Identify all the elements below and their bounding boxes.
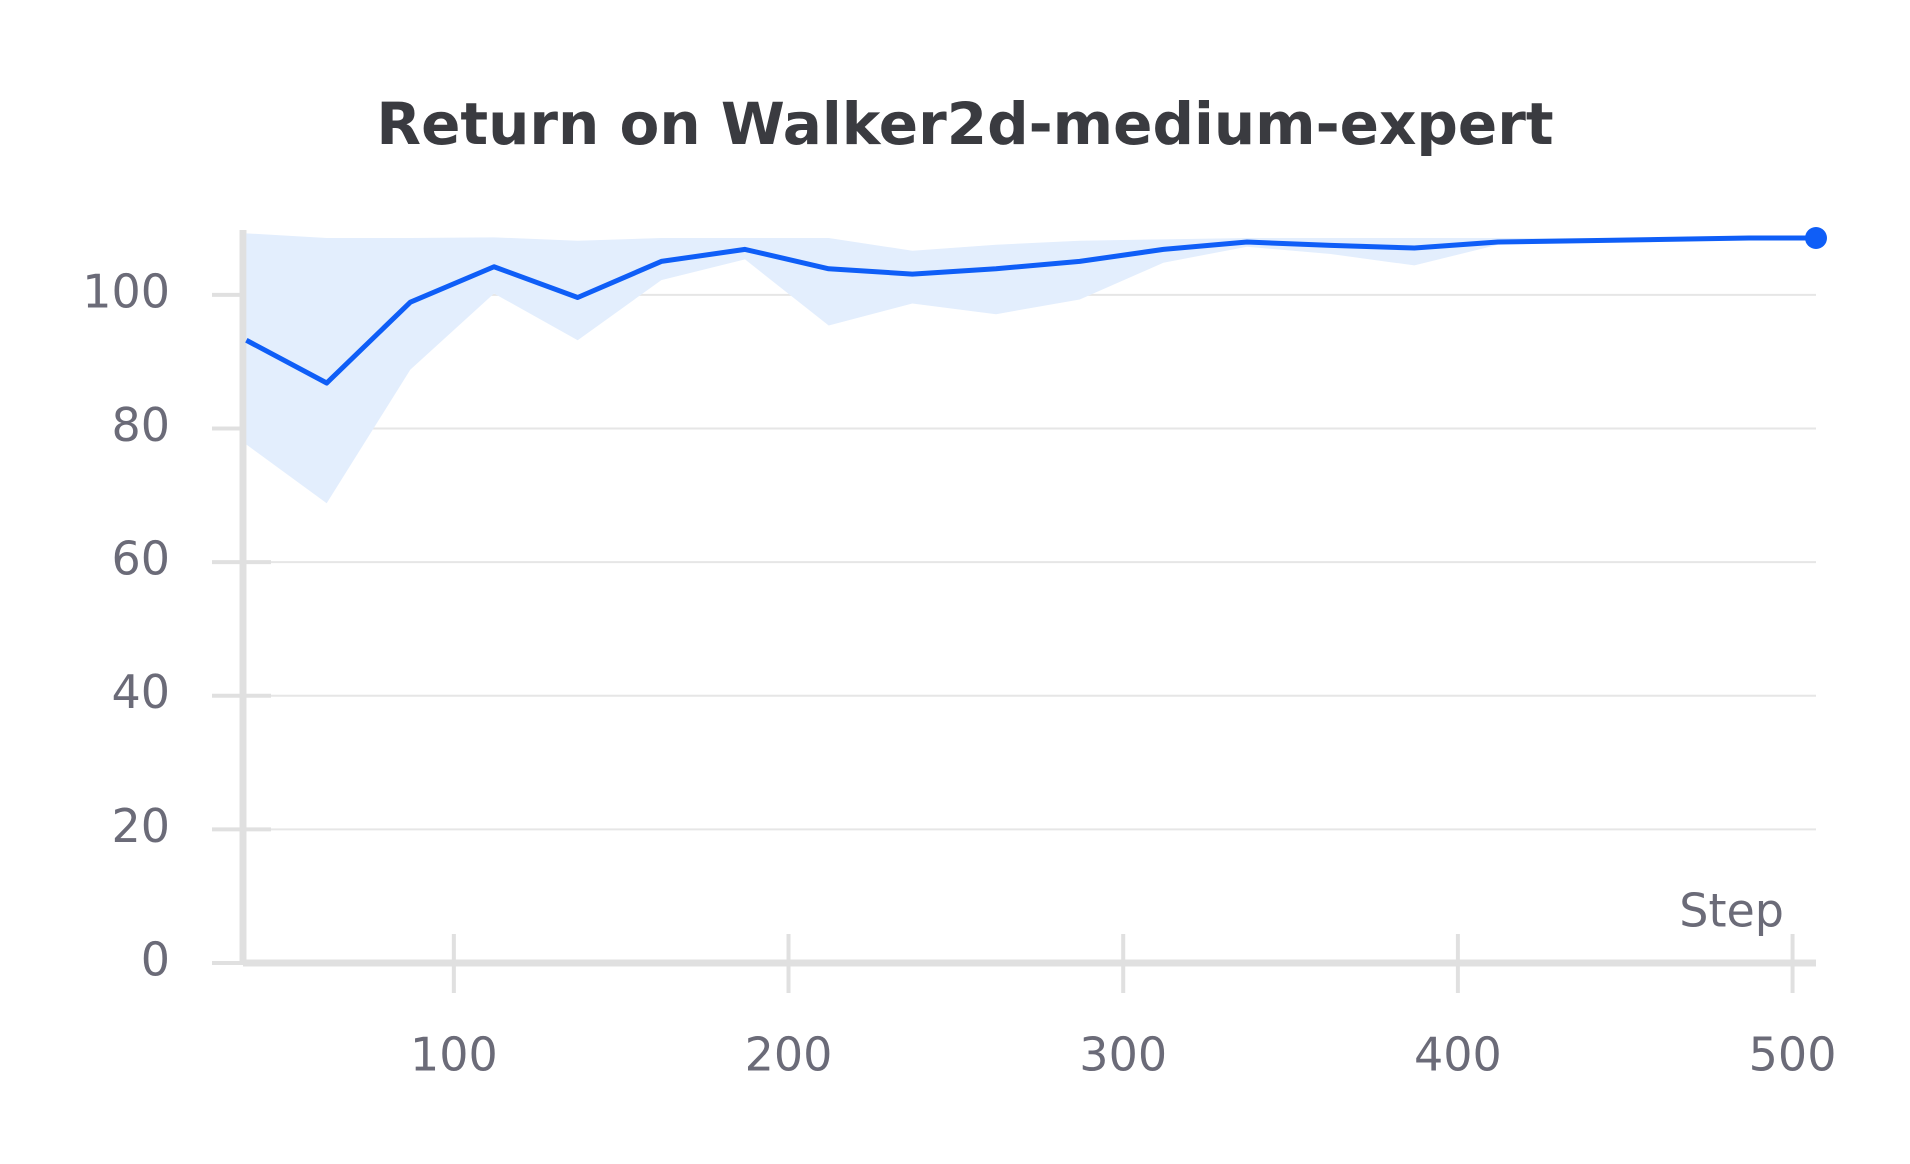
x-tick-label: 300 [1079,1028,1167,1082]
x-tick-label: 500 [1749,1028,1837,1082]
y-tick-label: 0 [141,933,170,987]
x-tick-label: 400 [1414,1028,1502,1082]
y-tick-label: 80 [111,398,170,452]
y-tick-label: 60 [111,532,170,586]
y-tick-label: 20 [111,799,170,853]
line [245,235,1816,386]
end-point [1805,227,1827,250]
x-tick-label: 100 [410,1028,498,1082]
confidence-band [246,233,1816,504]
y-tick-label: 100 [82,264,170,318]
chart-title: Return on Walker2d-medium-expert [376,90,1553,158]
x-tick-label: 200 [745,1028,833,1082]
x-axis-label: Step [1679,884,1784,938]
y-tick-label: 40 [111,665,170,719]
